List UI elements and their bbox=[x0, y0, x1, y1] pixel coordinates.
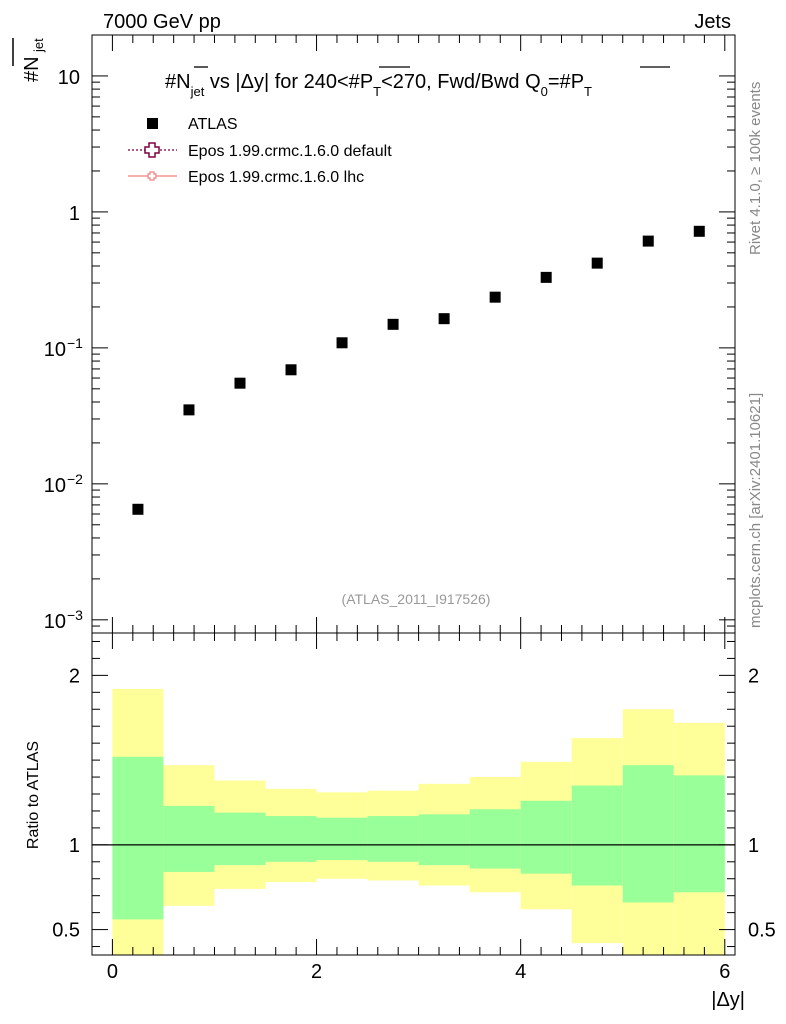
atlas-point bbox=[438, 313, 450, 325]
ratio-y-axis-label: Ratio to ATLAS bbox=[25, 741, 42, 849]
ratio-y-tick-label-right: 1 bbox=[748, 835, 759, 857]
main-y-tick-label: 10 bbox=[44, 339, 66, 361]
legend: ATLAS Epos 1.99.crmc.1.6.0 default Epos … bbox=[128, 116, 392, 186]
ratio-inner-band bbox=[622, 765, 674, 903]
atlas-point bbox=[489, 291, 501, 303]
ratio-inner-band bbox=[469, 809, 521, 869]
main-y-axis-label: #N jet bbox=[12, 38, 46, 82]
ratio-uncertainty-bands bbox=[112, 688, 725, 955]
x-tick-label: 2 bbox=[311, 961, 322, 983]
atlas-point bbox=[540, 271, 552, 283]
ratio-y-tick-label-right: 0.5 bbox=[748, 920, 776, 942]
atlas-point bbox=[234, 377, 246, 389]
legend-label-lhc: Epos 1.99.crmc.1.6.0 lhc bbox=[188, 169, 364, 186]
ratio-inner-band bbox=[112, 756, 164, 920]
main-y-tick-exponent: −2 bbox=[67, 471, 83, 487]
ratio-inner-band bbox=[265, 816, 317, 862]
mcplots-reference-label: mcplots.cern.ch [arXiv:2401.10621] bbox=[747, 393, 764, 628]
ratio-inner-band bbox=[418, 814, 470, 866]
atlas-point bbox=[285, 364, 297, 376]
main-y-tick-exponent: −3 bbox=[67, 607, 83, 623]
ratio-y-tick-labels: 2 2 1 1 0.5 0.5 bbox=[52, 665, 776, 941]
x-axis-label: |Δy| bbox=[711, 989, 745, 1011]
atlas-data-points bbox=[132, 225, 705, 515]
analysis-watermark: (ATLAS_2011_I917526) bbox=[342, 591, 491, 607]
legend-marker-lhc bbox=[147, 171, 157, 181]
header-energy-label: 7000 GeV pp bbox=[103, 11, 221, 33]
atlas-point bbox=[183, 404, 195, 416]
atlas-point bbox=[336, 337, 348, 349]
ratio-inner-band bbox=[367, 816, 419, 862]
ratio-y-tick-label-left: 2 bbox=[69, 665, 80, 687]
main-y-tick-label: 10 bbox=[44, 611, 66, 633]
y-axis-label-sub: jet bbox=[31, 38, 46, 53]
x-tick-label: 0 bbox=[107, 961, 118, 983]
legend-label-default: Epos 1.99.crmc.1.6.0 default bbox=[188, 143, 392, 160]
ratio-inner-band bbox=[520, 800, 572, 874]
ratio-inner-band bbox=[214, 812, 266, 866]
ratio-inner-band bbox=[316, 817, 368, 861]
main-y-tick-label: 10 bbox=[58, 67, 80, 89]
x-tick-label: 6 bbox=[719, 961, 730, 983]
svg-text:#Njet vs |Δy| for 240<#PT<270: #Njet vs |Δy| for 240<#PT<270, Fwd/Bwd Q… bbox=[165, 71, 592, 99]
atlas-point bbox=[591, 257, 603, 269]
ratio-inner-band bbox=[673, 775, 725, 893]
x-tick-labels: 0 2 4 6 bbox=[107, 961, 731, 983]
atlas-point bbox=[387, 318, 399, 330]
x-tick-label: 4 bbox=[515, 961, 526, 983]
atlas-point bbox=[693, 225, 705, 237]
main-y-tick-label: 1 bbox=[69, 203, 80, 225]
atlas-point bbox=[132, 503, 144, 515]
ratio-y-tick-label-left: 0.5 bbox=[52, 920, 80, 942]
ratio-inner-band bbox=[163, 805, 215, 872]
atlas-point bbox=[642, 235, 654, 247]
main-axis-ticks bbox=[92, 34, 735, 634]
main-y-tick-exponent: −1 bbox=[67, 335, 83, 351]
ratio-y-tick-label-right: 2 bbox=[748, 665, 759, 687]
legend-marker-default bbox=[144, 142, 160, 158]
legend-label-atlas: ATLAS bbox=[188, 116, 238, 133]
ratio-y-tick-label-left: 1 bbox=[69, 835, 80, 857]
legend-marker-atlas bbox=[147, 118, 158, 129]
plot-title: #Njet vs |Δy| for 240<#PT<270, Fwd/Bwd Q… bbox=[165, 66, 670, 99]
rivet-version-label: Rivet 4.1.0, ≥ 100k events bbox=[747, 82, 764, 255]
header-jets-label: Jets bbox=[694, 11, 731, 33]
ratio-axis-ticks bbox=[92, 633, 735, 955]
main-y-tick-label: 10 bbox=[44, 475, 66, 497]
y-axis-label-main: #N bbox=[21, 56, 43, 82]
ratio-inner-band bbox=[571, 785, 623, 886]
